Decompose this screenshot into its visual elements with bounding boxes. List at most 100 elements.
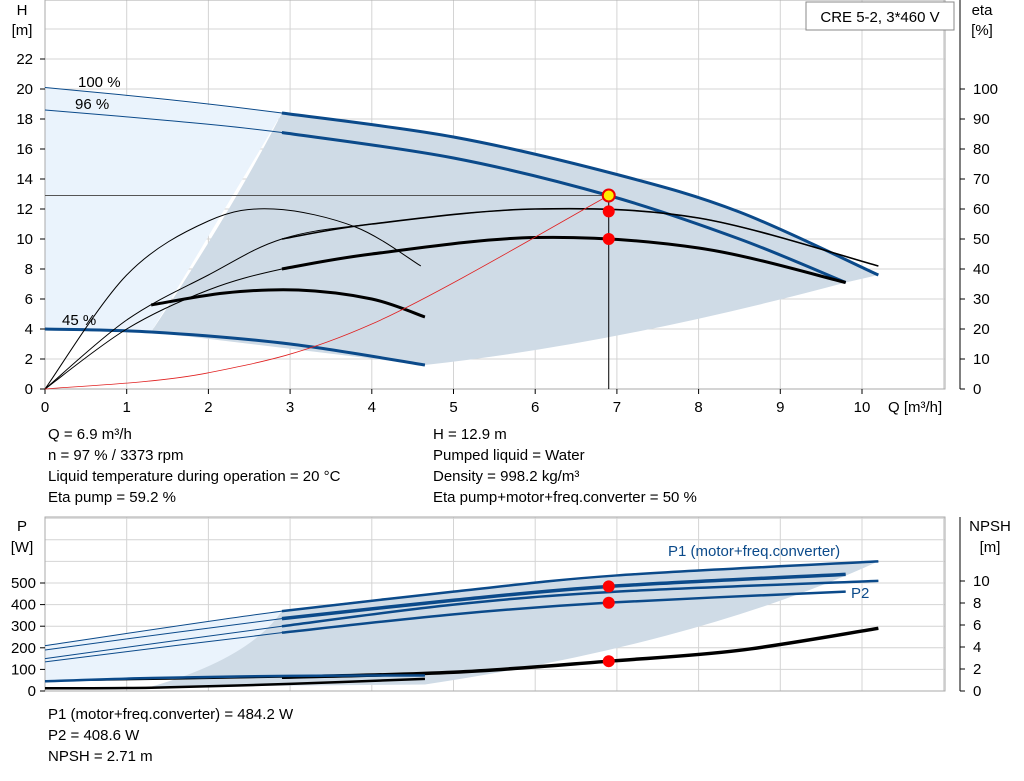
x-tick-label: 10 bbox=[854, 399, 871, 416]
series-thick-1 bbox=[281, 572, 846, 621]
result-eta-pump: Eta pump = 59.2 % bbox=[48, 489, 176, 506]
results-right: H = 12.9 m Pumped liquid = Water Density… bbox=[433, 424, 697, 508]
series-thick-6 bbox=[44, 674, 425, 683]
npsh-tick-label: 10 bbox=[973, 573, 990, 590]
y2-tick-label: 0 bbox=[973, 381, 981, 398]
series-thick-4 bbox=[281, 235, 847, 284]
y2-tick-label: 70 bbox=[973, 171, 990, 188]
y2-tick-label: 20 bbox=[973, 321, 990, 338]
series-thick-6 bbox=[150, 288, 426, 319]
low-speed-area bbox=[45, 87, 282, 332]
npsh-tick-label: 4 bbox=[973, 639, 981, 656]
y2-tick-label: 60 bbox=[973, 201, 990, 218]
x-tick-label: 5 bbox=[449, 399, 457, 416]
x-tick-label: 6 bbox=[531, 399, 539, 416]
series-label-p2: P2 bbox=[851, 585, 869, 602]
npsh-tick-label: 6 bbox=[973, 617, 981, 634]
speed-label-100: 100 % bbox=[78, 74, 121, 91]
result-h: H = 12.9 m bbox=[433, 426, 507, 443]
y-tick-label: 4 bbox=[25, 321, 33, 338]
result-density: Density = 998.2 kg/m³ bbox=[433, 468, 580, 485]
result-p1: P1 (motor+freq.converter) = 484.2 W bbox=[48, 706, 294, 723]
p-axis-label: P bbox=[17, 518, 27, 535]
p-axis-unit: [W] bbox=[11, 539, 34, 556]
duty-point-eta-total bbox=[602, 233, 615, 245]
y-tick-label: 12 bbox=[16, 201, 33, 218]
series-thick-0 bbox=[281, 560, 879, 613]
series-thick-1 bbox=[281, 131, 847, 284]
p-tick-label: 500 bbox=[11, 575, 36, 592]
x-tick-label: 1 bbox=[123, 399, 131, 416]
y-tick-label: 8 bbox=[25, 261, 33, 278]
y2-axis-unit: [%] bbox=[971, 22, 993, 39]
speed-label-45: 45 % bbox=[62, 312, 96, 329]
y2-tick-label: 80 bbox=[973, 141, 990, 158]
result-liquid: Pumped liquid = Water bbox=[433, 447, 585, 464]
y-axis-unit: [m] bbox=[12, 22, 33, 39]
result-eta-total: Eta pump+motor+freq.converter = 50 % bbox=[433, 489, 697, 506]
y-tick-label: 14 bbox=[16, 171, 33, 188]
y2-tick-label: 40 bbox=[973, 261, 990, 278]
result-npsh: NPSH = 2.71 m bbox=[48, 748, 153, 765]
y2-tick-label: 10 bbox=[973, 351, 990, 368]
result-p2: P2 = 408.6 W bbox=[48, 727, 140, 744]
npsh-axis-unit: [m] bbox=[980, 539, 1001, 556]
operating-range-area-p bbox=[151, 561, 879, 687]
series-thick-2 bbox=[281, 579, 879, 628]
x-tick-label: 0 bbox=[41, 399, 49, 416]
result-speed: n = 97 % / 3373 rpm bbox=[48, 447, 184, 464]
x-tick-label: 2 bbox=[204, 399, 212, 416]
p-tick-label: 100 bbox=[11, 661, 36, 678]
x-tick-label: 8 bbox=[694, 399, 702, 416]
results-bottom: P1 (motor+freq.converter) = 484.2 W P2 =… bbox=[48, 704, 293, 767]
speed-label-96: 96 % bbox=[75, 96, 109, 113]
y-axis-label: H bbox=[17, 2, 28, 19]
x-tick-label: 7 bbox=[613, 399, 621, 416]
y2-axis-label: eta bbox=[972, 2, 994, 19]
y-tick-label: 2 bbox=[25, 351, 33, 368]
series-line-7 bbox=[44, 195, 609, 390]
duty-point-p2 bbox=[602, 596, 615, 609]
y-tick-label: 18 bbox=[16, 111, 33, 128]
p-tick-label: 0 bbox=[28, 683, 36, 700]
plot-frame-bottom bbox=[44, 516, 946, 692]
plot-frame bbox=[44, 0, 946, 390]
p-tick-label: 400 bbox=[11, 597, 36, 614]
y-tick-label: 6 bbox=[25, 291, 33, 308]
duty-point-p1 bbox=[602, 580, 615, 593]
duty-point-eta-pump bbox=[602, 205, 615, 218]
y-tick-label: 22 bbox=[16, 51, 33, 68]
p-tick-label: 300 bbox=[11, 618, 36, 635]
x-tick-label: 4 bbox=[368, 399, 376, 416]
p-tick-label: 200 bbox=[11, 640, 36, 657]
duty-point-npsh bbox=[602, 655, 615, 668]
y-tick-label: 20 bbox=[16, 81, 33, 98]
product-label: CRE 5-2, 3*460 V bbox=[820, 9, 939, 26]
npsh-axis-label: NPSH bbox=[969, 518, 1011, 535]
y2-tick-label: 30 bbox=[973, 291, 990, 308]
y-tick-label: 0 bbox=[25, 381, 33, 398]
y-tick-label: 16 bbox=[16, 141, 33, 158]
x-tick-label: 9 bbox=[776, 399, 784, 416]
series-thick-3 bbox=[281, 590, 846, 634]
series-line-5 bbox=[44, 208, 422, 390]
y-tick-label: 10 bbox=[16, 231, 33, 248]
series-thick-2 bbox=[44, 327, 426, 367]
result-temp: Liquid temperature during operation = 20… bbox=[48, 468, 341, 485]
npsh-tick-label: 2 bbox=[973, 661, 981, 678]
y2-tick-label: 90 bbox=[973, 111, 990, 128]
duty-point-head bbox=[601, 188, 616, 203]
x-axis-label: Q [m³/h] bbox=[888, 399, 942, 416]
product-label-box bbox=[805, 1, 955, 31]
results-left: Q = 6.9 m³/h n = 97 % / 3373 rpm Liquid … bbox=[48, 424, 340, 508]
y2-tick-label: 50 bbox=[973, 231, 990, 248]
y2-tick-label: 100 bbox=[973, 81, 998, 98]
series-thick-5 bbox=[44, 677, 425, 690]
series-label-p1: P1 (motor+freq.converter) bbox=[668, 543, 840, 560]
series-thick-3 bbox=[281, 207, 879, 267]
npsh-tick-label: 8 bbox=[973, 595, 981, 612]
npsh-tick-label: 0 bbox=[973, 683, 981, 700]
result-q: Q = 6.9 m³/h bbox=[48, 426, 132, 443]
x-tick-label: 3 bbox=[286, 399, 294, 416]
